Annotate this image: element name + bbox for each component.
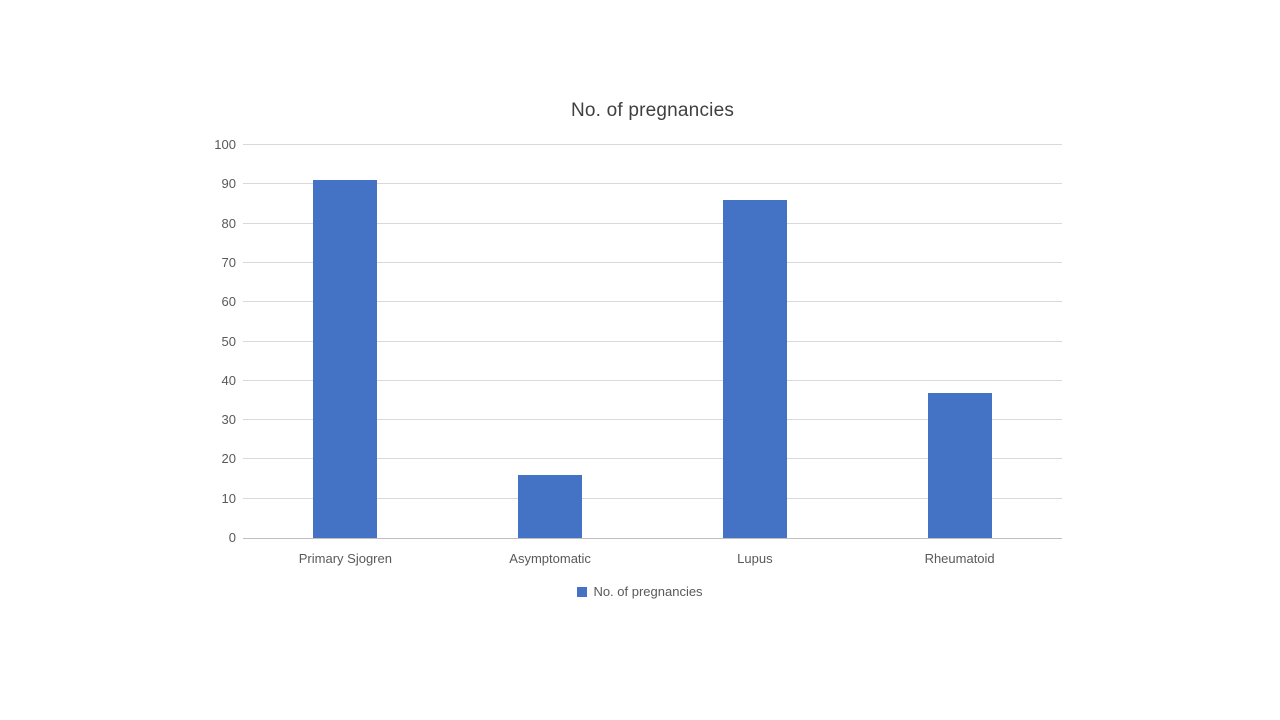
gridline [243,419,1062,421]
y-axis-tick-label: 30 [221,412,236,428]
y-axis-tick-label: 20 [221,451,236,467]
plot-area [243,144,1062,539]
x-axis-category-label: Lupus [737,551,773,566]
gridline [243,340,1062,342]
y-axis-tick-label: 60 [221,294,236,310]
gridline [243,144,1062,145]
bar-lupus [722,200,787,538]
y-axis-tick-label: 40 [221,372,236,388]
gridline [243,497,1062,499]
y-axis: 0 10 20 30 40 50 60 70 80 90 100 [180,138,236,545]
y-axis-tick-label: 0 [228,530,236,545]
chart-title: No. of pregnancies [570,100,735,121]
bar-rheumatoid [927,392,992,538]
y-axis-tick-label: 50 [221,333,236,349]
legend-label: No. of pregnancies [593,584,703,599]
bar-asymptomatic [518,475,583,538]
gridline [243,379,1062,381]
gridline [243,222,1062,224]
x-axis-category-label: Asymptomatic [509,551,591,566]
bar-primary-sjogren [313,180,378,538]
x-axis-category-label: Primary Sjogren [298,551,392,566]
legend-swatch-icon [577,586,588,597]
legend: No. of pregnancies [0,584,1280,599]
gridline [243,183,1062,185]
x-axis: Primary Sjogren Asymptomatic Lupus Rheumato… [243,551,1062,571]
x-axis-category-label: Rheumatoid [924,551,995,566]
y-axis-tick-label: 10 [221,490,236,506]
gridline [243,301,1062,303]
y-axis-tick-label: 80 [221,215,236,231]
y-axis-tick-label: 100 [214,137,236,152]
gridline [243,261,1062,263]
y-axis-tick-label: 70 [221,254,236,270]
gridline [243,458,1062,460]
x-axis-baseline [243,538,1062,539]
y-axis-tick-label: 90 [221,176,236,192]
